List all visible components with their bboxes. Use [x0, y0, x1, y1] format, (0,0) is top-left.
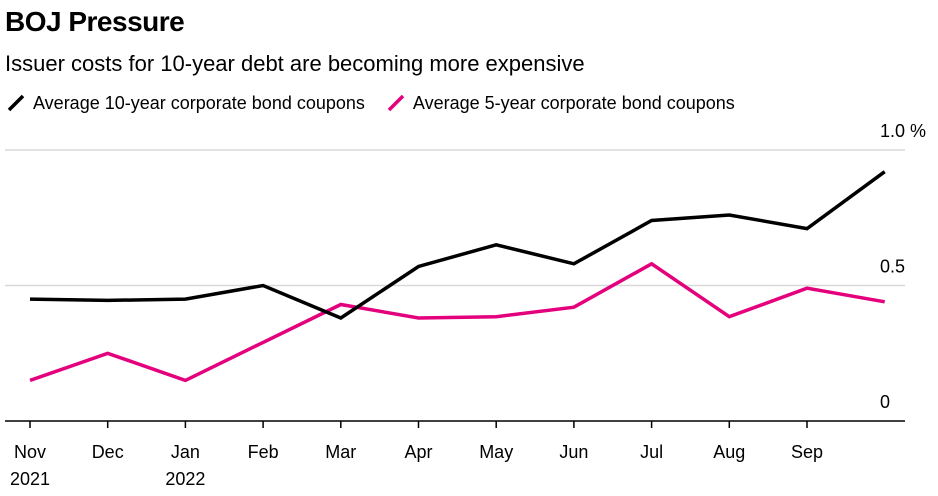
x-tick-label: Feb: [248, 442, 279, 462]
x-tick-label: Aug: [713, 442, 745, 462]
chart-title: BOJ Pressure: [5, 6, 185, 37]
x-tick-label: Sep: [791, 442, 823, 462]
legend-label-10-year: Average 10-year corporate bond coupons: [33, 92, 365, 113]
y-tick-label: 1.0 %: [880, 121, 926, 141]
chart-legend: Average 10-year corporate bond coupons A…: [7, 91, 757, 115]
legend-swatch-10-year: [7, 94, 25, 112]
legend-line-5-year: [387, 94, 405, 112]
y-tick-label: 0.5: [880, 257, 905, 277]
x-tick-label: Dec: [92, 442, 124, 462]
y-tick-label: 0: [880, 392, 890, 412]
x-tick-label: Jan: [171, 442, 200, 462]
legend-label-5-year: Average 5-year corporate bond coupons: [412, 92, 735, 113]
legend-item-10-year: Average 10-year corporate bond coupons: [7, 93, 365, 114]
x-tick-label: Apr: [404, 442, 432, 462]
x-tick-sublabel: 2022: [165, 469, 205, 489]
x-tick-label: Jun: [559, 442, 588, 462]
x-tick-label: Nov: [14, 442, 46, 462]
chart-subtitle: Issuer costs for 10-year debt are becomi…: [5, 51, 585, 76]
legend-item-5-year: Average 5-year corporate bond coupons: [387, 93, 735, 114]
legend-swatch-5-year: [387, 94, 405, 112]
x-tick-label: May: [479, 442, 513, 462]
x-tick-label: Jul: [640, 442, 663, 462]
legend-line-10-year: [7, 94, 25, 112]
x-tick-sublabel: 2021: [10, 469, 50, 489]
series-line-10-year: [29, 170, 886, 320]
series-line-5-year: [29, 261, 886, 383]
x-tick-label: Mar: [325, 442, 356, 462]
